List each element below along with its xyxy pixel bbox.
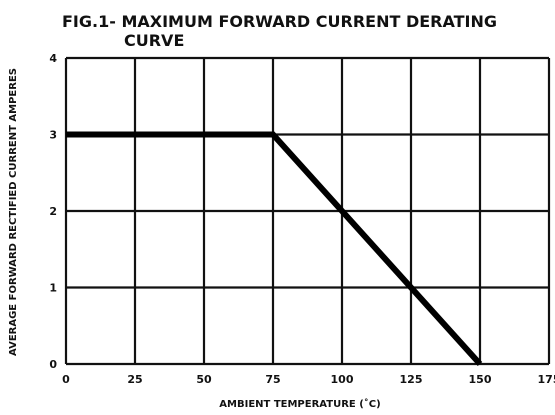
x-tick-label: 100 — [331, 373, 354, 386]
x-tick-label: 150 — [469, 373, 492, 386]
x-tick-label: 25 — [127, 373, 142, 386]
y-tick-label: 0 — [49, 358, 57, 371]
grid — [64, 56, 551, 366]
x-tick-label: 125 — [400, 373, 423, 386]
series-group — [66, 131, 483, 367]
y-tick-label: 1 — [49, 282, 57, 295]
x-tick-labels: 0 25 50 75 100 125 150 175 — [62, 373, 555, 386]
y-tick-label: 4 — [49, 52, 57, 65]
chart-title: FIG.1- MAXIMUM FORWARD CURRENT DERATING — [62, 12, 497, 31]
x-tick-label: 175 — [538, 373, 555, 386]
x-axis-label: AMBIENT TEMPERATURE (˚C) — [219, 398, 380, 410]
derating-curve-line — [66, 131, 483, 367]
chart-title-line2: CURVE — [124, 31, 184, 50]
y-tick-label: 2 — [49, 205, 57, 218]
x-tick-label: 50 — [196, 373, 212, 386]
y-tick-label: 3 — [49, 129, 57, 142]
y-axis-label: AVERAGE FORWARD RECTIFIED CURRENT AMPERE… — [8, 68, 19, 356]
x-tick-label: 0 — [62, 373, 70, 386]
y-tick-labels: 0 1 2 3 4 — [49, 52, 57, 371]
x-tick-label: 75 — [265, 373, 280, 386]
